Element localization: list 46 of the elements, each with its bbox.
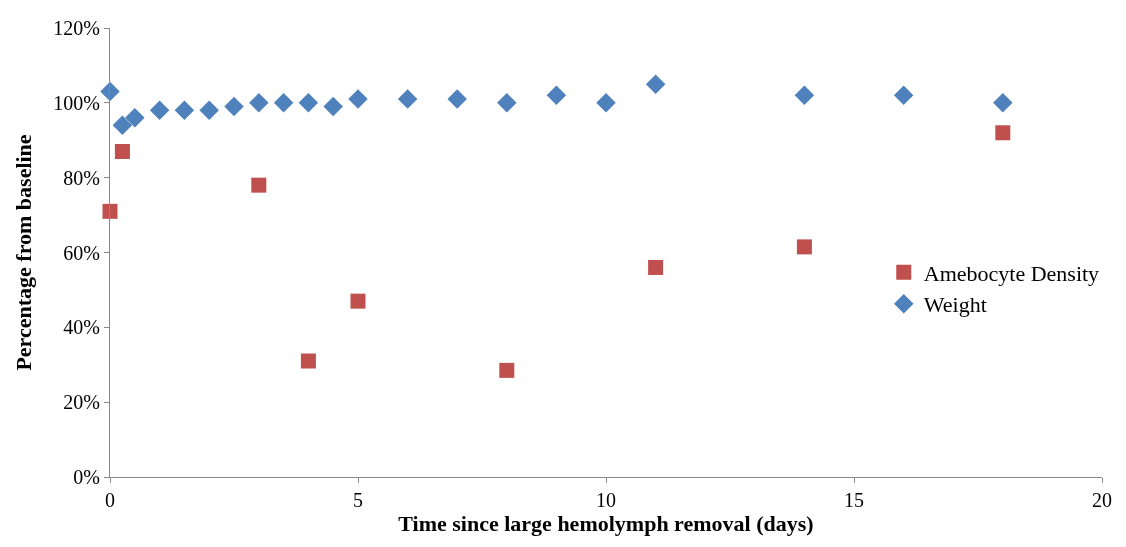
point [298,93,319,113]
x-tick-label: 0 [105,489,115,511]
y-tick-label: 60% [63,241,100,264]
legend-label: Weight [923,292,987,318]
point [497,93,517,113]
point [546,85,567,106]
point [102,203,118,219]
y-axis-title: Percentage from baseline [11,134,37,371]
y-tick-label: 120% [53,17,100,39]
point [300,353,316,369]
point [100,81,120,102]
point [174,100,195,121]
point [125,108,145,128]
point [596,93,616,113]
point [993,93,1013,113]
point [112,115,133,136]
point [323,96,343,117]
x-tick-label: 5 [353,489,363,511]
point [348,89,368,109]
point [995,125,1011,141]
y-tick-label: 40% [63,316,100,339]
point [350,293,366,309]
point [397,89,418,109]
x-tick-label: 20 [1092,489,1112,511]
point [794,85,815,106]
point [273,93,294,113]
x-tick-label: 10 [596,489,616,511]
point [893,85,914,106]
point [224,96,244,117]
point [249,93,269,113]
point [251,177,267,193]
point [645,74,666,94]
point [796,239,812,255]
y-tick-label: 0% [73,466,100,488]
point [648,259,664,275]
y-tick-label: 100% [53,91,100,114]
point [149,100,170,121]
y-tick-label: 20% [63,391,100,414]
point [114,143,130,159]
point [499,362,515,378]
legend-label: Amebocyte Density [923,260,1100,286]
x-tick-label: 15 [844,489,864,511]
point [447,89,467,109]
point [199,100,219,121]
y-tick-label: 80% [63,166,100,189]
x-axis-title: Time since large hemolymph removal (days) [398,511,814,536]
